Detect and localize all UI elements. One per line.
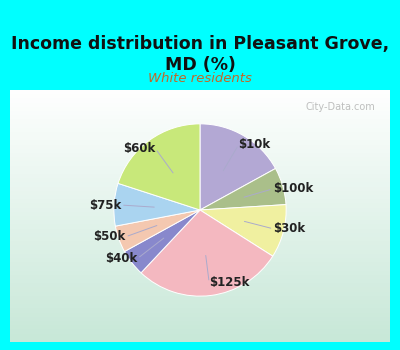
Text: $30k: $30k bbox=[274, 222, 306, 235]
Polygon shape bbox=[10, 271, 390, 275]
Polygon shape bbox=[10, 296, 390, 300]
Polygon shape bbox=[10, 304, 390, 308]
Polygon shape bbox=[10, 329, 390, 334]
Text: $10k: $10k bbox=[238, 138, 271, 151]
Text: $75k: $75k bbox=[89, 198, 121, 211]
Polygon shape bbox=[10, 153, 390, 157]
Polygon shape bbox=[10, 292, 390, 296]
Polygon shape bbox=[10, 103, 390, 107]
Polygon shape bbox=[10, 132, 390, 136]
Polygon shape bbox=[10, 115, 390, 119]
Polygon shape bbox=[10, 233, 390, 237]
Text: Income distribution in Pleasant Grove,
MD (%): Income distribution in Pleasant Grove, M… bbox=[11, 35, 389, 74]
Polygon shape bbox=[10, 224, 390, 229]
Wedge shape bbox=[115, 210, 200, 252]
Polygon shape bbox=[10, 317, 390, 321]
Text: $100k: $100k bbox=[273, 182, 313, 195]
Text: $40k: $40k bbox=[105, 252, 137, 265]
Polygon shape bbox=[10, 161, 390, 166]
Polygon shape bbox=[10, 157, 390, 161]
Polygon shape bbox=[10, 245, 390, 250]
Wedge shape bbox=[200, 205, 286, 256]
Text: $125k: $125k bbox=[209, 276, 250, 289]
Wedge shape bbox=[124, 210, 200, 273]
Polygon shape bbox=[10, 140, 390, 145]
Polygon shape bbox=[10, 166, 390, 170]
Wedge shape bbox=[200, 124, 276, 210]
Polygon shape bbox=[10, 313, 390, 317]
Polygon shape bbox=[10, 216, 390, 220]
Polygon shape bbox=[10, 174, 390, 178]
Polygon shape bbox=[10, 308, 390, 313]
Polygon shape bbox=[10, 208, 390, 212]
Polygon shape bbox=[10, 266, 390, 271]
Polygon shape bbox=[10, 325, 390, 329]
Polygon shape bbox=[10, 149, 390, 153]
Text: White residents: White residents bbox=[148, 72, 252, 85]
Polygon shape bbox=[10, 279, 390, 283]
Polygon shape bbox=[10, 262, 390, 266]
Wedge shape bbox=[114, 183, 200, 226]
Polygon shape bbox=[10, 287, 390, 292]
Polygon shape bbox=[10, 203, 390, 208]
Polygon shape bbox=[10, 258, 390, 262]
Polygon shape bbox=[10, 199, 390, 203]
Polygon shape bbox=[10, 136, 390, 140]
Wedge shape bbox=[200, 168, 286, 210]
Polygon shape bbox=[10, 338, 390, 342]
Polygon shape bbox=[10, 98, 390, 103]
Polygon shape bbox=[10, 178, 390, 182]
Polygon shape bbox=[10, 237, 390, 241]
Text: City-Data.com: City-Data.com bbox=[305, 102, 375, 112]
Polygon shape bbox=[10, 254, 390, 258]
Polygon shape bbox=[10, 182, 390, 187]
Polygon shape bbox=[10, 145, 390, 149]
Polygon shape bbox=[10, 170, 390, 174]
Wedge shape bbox=[118, 124, 200, 210]
Text: $60k: $60k bbox=[123, 142, 156, 155]
Polygon shape bbox=[10, 107, 390, 111]
Polygon shape bbox=[10, 300, 390, 304]
Polygon shape bbox=[10, 212, 390, 216]
Polygon shape bbox=[10, 334, 390, 338]
Polygon shape bbox=[10, 187, 390, 191]
Polygon shape bbox=[10, 250, 390, 254]
Polygon shape bbox=[10, 275, 390, 279]
Polygon shape bbox=[10, 94, 390, 98]
Polygon shape bbox=[10, 128, 390, 132]
Polygon shape bbox=[10, 124, 390, 128]
Polygon shape bbox=[10, 321, 390, 325]
Polygon shape bbox=[10, 220, 390, 224]
Polygon shape bbox=[10, 283, 390, 287]
Polygon shape bbox=[10, 241, 390, 245]
Polygon shape bbox=[10, 119, 390, 124]
Wedge shape bbox=[141, 210, 273, 296]
Polygon shape bbox=[10, 229, 390, 233]
Text: $50k: $50k bbox=[93, 230, 126, 243]
Polygon shape bbox=[10, 191, 390, 195]
Polygon shape bbox=[10, 195, 390, 199]
Polygon shape bbox=[10, 90, 390, 94]
Polygon shape bbox=[10, 111, 390, 115]
